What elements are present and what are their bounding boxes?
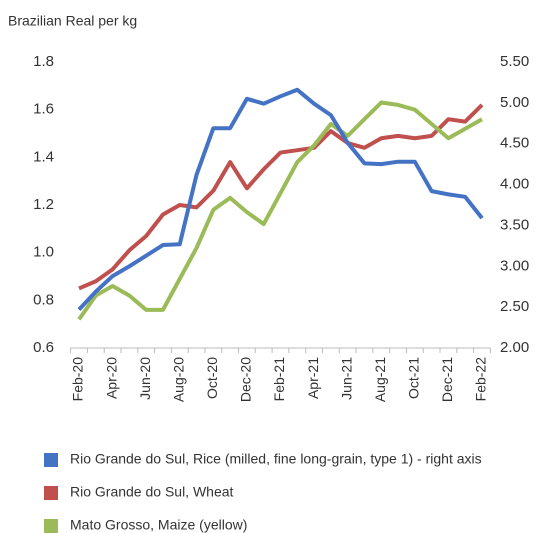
- x-tick-label: Apr-20: [103, 357, 119, 399]
- y2-tick-label: 4.50: [500, 135, 529, 152]
- x-tick-label: Aug-20: [170, 357, 186, 402]
- x-tick-label: Dec-21: [439, 357, 455, 402]
- x-tick-label: Oct-21: [406, 357, 422, 399]
- legend-swatch: [44, 453, 58, 467]
- y2-tick-label: 2.50: [500, 298, 529, 315]
- x-tick-label: Oct-20: [204, 357, 220, 399]
- series-line: [77, 100, 483, 321]
- legend-label: Mato Grosso, Maize (yellow): [70, 517, 247, 533]
- x-tick-label: Aug-21: [372, 357, 388, 402]
- y-tick-label: 1.4: [33, 148, 54, 165]
- y2-tick-label: 5.00: [500, 94, 529, 111]
- series-line: [77, 87, 484, 311]
- y2-tick-label: 5.50: [500, 53, 529, 70]
- legend-swatch: [44, 486, 58, 500]
- y2-tick-label: 3.00: [500, 257, 529, 274]
- x-tick-label: Feb-21: [271, 357, 287, 402]
- legend-swatch: [44, 519, 58, 533]
- y-tick-label: 1.2: [33, 196, 54, 213]
- x-tick-label: Jun-20: [137, 357, 153, 400]
- x-tick-label: Dec-20: [238, 357, 254, 402]
- x-tick-label: Apr-21: [305, 357, 321, 399]
- x-tick-label: Feb-20: [70, 357, 86, 402]
- y2-tick-label: 2.00: [500, 339, 529, 356]
- legend-label: Rio Grande do Sul, Wheat: [70, 484, 234, 500]
- y-tick-label: 1.6: [33, 101, 54, 118]
- legend-label: Rio Grande do Sul, Rice (milled, fine lo…: [70, 451, 482, 467]
- y-tick-label: 0.6: [33, 339, 54, 356]
- x-tick-label: Feb-22: [473, 357, 489, 402]
- y2-tick-label: 4.00: [500, 176, 529, 193]
- y2-tick-label: 3.50: [500, 216, 529, 233]
- x-tick-label: Jun-21: [338, 357, 354, 400]
- series-line: [78, 103, 484, 291]
- y-axis-label: Brazilian Real per kg: [8, 13, 137, 29]
- y-tick-label: 1.0: [33, 244, 54, 261]
- y-tick-label: 1.8: [33, 53, 54, 70]
- y-tick-label: 0.8: [33, 291, 54, 308]
